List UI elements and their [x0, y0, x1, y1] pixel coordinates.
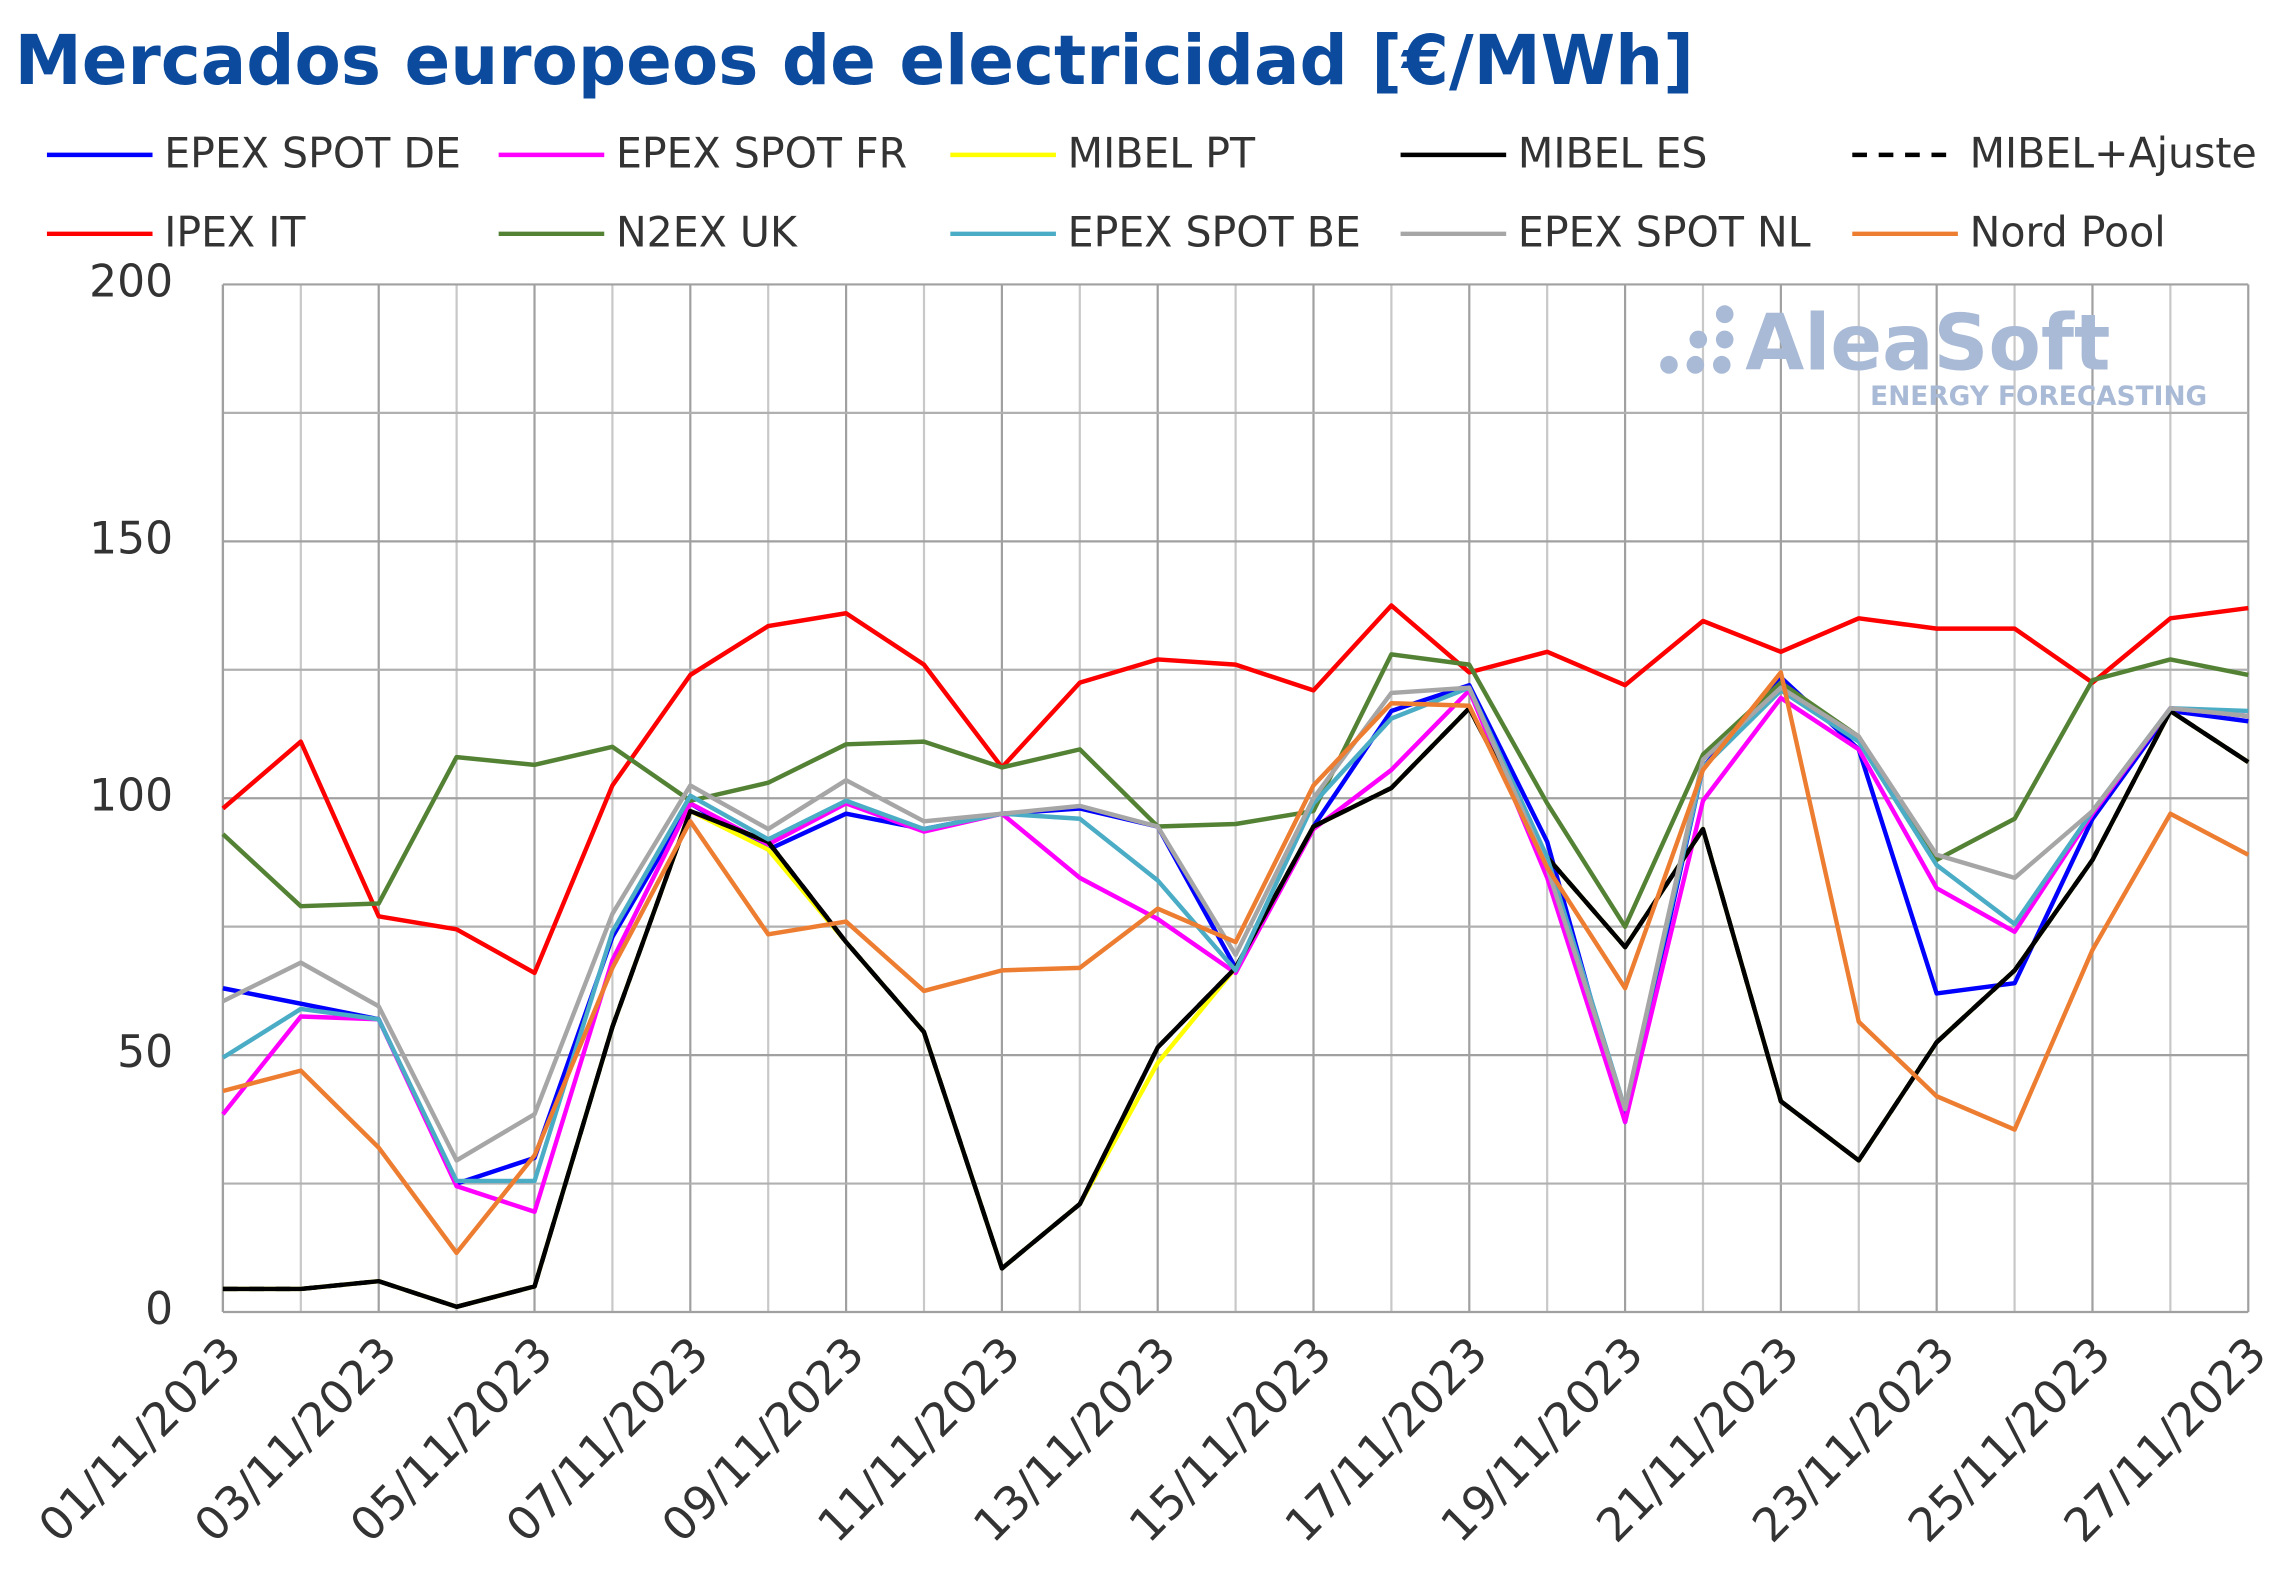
- series-line: [221, 688, 2249, 1215]
- watermark-brand: AleaSoft: [1745, 299, 2110, 389]
- legend-label: MIBEL+Ajuste: [1970, 129, 2257, 177]
- legend-label: EPEX SPOT DE: [164, 129, 461, 177]
- series-line: [221, 603, 2249, 976]
- logo-dot: [1689, 330, 1708, 349]
- legend-label: N2EX UK: [616, 208, 798, 256]
- plot-grid: [221, 283, 2250, 1314]
- legend-label: MIBEL ES: [1518, 129, 1708, 177]
- logo-dot: [1660, 355, 1678, 374]
- chart-title: Mercados europeos de electricidad [€/MWh…: [15, 22, 1694, 102]
- y-tick-label: 0: [145, 1284, 173, 1335]
- watermark: AleaSoft ENERGY FORECASTING: [1660, 299, 2207, 412]
- legend-label: Nord Pool: [1970, 208, 2166, 256]
- y-tick-label: 200: [89, 256, 173, 307]
- legend-label: EPEX SPOT BE: [1068, 208, 1361, 256]
- series-line: [222, 670, 2250, 1256]
- series-line: [222, 706, 2250, 1310]
- series-line: [221, 685, 2249, 1163]
- legend-label: IPEX IT: [164, 208, 306, 256]
- watermark-tagline: ENERGY FORECASTING: [1870, 381, 2207, 412]
- y-tick-label: 150: [89, 513, 173, 564]
- logo-dot: [1712, 355, 1731, 374]
- logo-dot: [1715, 305, 1734, 324]
- legend-label: EPEX SPOT NL: [1518, 208, 1811, 256]
- legend-label: MIBEL PT: [1068, 129, 1256, 177]
- legend-label: EPEX SPOT FR: [616, 129, 907, 177]
- y-tick-label: 50: [117, 1027, 173, 1078]
- y-tick-label: 100: [89, 770, 173, 821]
- logo-dot: [1715, 330, 1734, 349]
- logo-dot: [1686, 355, 1705, 374]
